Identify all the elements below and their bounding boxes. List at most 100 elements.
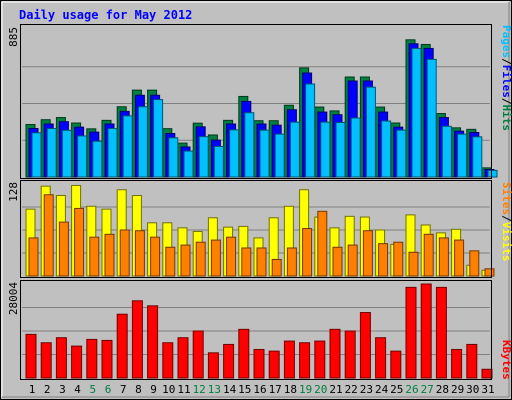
x-tick-label-12: 12: [193, 383, 206, 396]
kbytes-bar-2: [40, 342, 52, 379]
x-tick-label-31: 31: [481, 383, 494, 396]
sites-bar-22: [347, 244, 358, 277]
pages-bar-12: [198, 136, 209, 178]
x-tick-label-30: 30: [466, 383, 479, 396]
pages-bar-4: [77, 135, 88, 178]
pages-bar-7: [122, 115, 133, 178]
x-tick-label-18: 18: [284, 383, 297, 396]
pages-bar-1: [31, 132, 42, 178]
legend-files: Files: [500, 65, 512, 98]
sites-bar-13: [210, 239, 221, 277]
sites-bar-23: [362, 230, 373, 277]
hits-panel-legend: Pages/Files/Hits: [500, 25, 512, 131]
kbytes-bar-24: [375, 337, 387, 379]
sites-bar-24: [378, 243, 389, 277]
pages-bar-3: [61, 129, 72, 178]
visits-panel-legend: Sites/Visits: [500, 182, 512, 262]
x-tick-label-5: 5: [89, 383, 96, 396]
kbytes-bar-23: [359, 312, 371, 379]
kbytes-bar-9: [147, 305, 159, 379]
pages-bar-20: [320, 121, 331, 178]
x-tick-label-17: 17: [269, 383, 282, 396]
x-tick-label-2: 2: [44, 383, 51, 396]
pages-bar-23: [365, 86, 376, 178]
sites-bar-20: [317, 210, 328, 277]
kbytes-bar-17: [268, 350, 280, 379]
sites-bar-26: [408, 251, 419, 277]
x-tick-label-11: 11: [177, 383, 190, 396]
x-tick-label-21: 21: [329, 383, 342, 396]
kbytes-bar-4: [71, 345, 83, 379]
x-tick-label-1: 1: [29, 383, 36, 396]
x-axis-tick-labels: 1 2 3 4 5 6 7 8 9 10 11 12 13 14 15 16 17 18 19 20 21 22 23 24 2…: [29, 383, 495, 396]
sites-bar-16: [256, 247, 267, 277]
sites-bar-5: [89, 236, 100, 277]
x-tick-label-7: 7: [120, 383, 127, 396]
x-tick-label-4: 4: [74, 383, 81, 396]
pages-bar-29: [457, 133, 468, 178]
x-tick-label-15: 15: [238, 383, 251, 396]
kbytes-bar-26: [405, 286, 417, 379]
pages-bar-6: [107, 127, 118, 178]
x-tick-label-19: 19: [299, 383, 312, 396]
sites-bar-14: [226, 236, 237, 277]
kbytes-bar-22: [344, 330, 356, 379]
sites-bar-12: [195, 241, 206, 277]
x-tick-label-28: 28: [436, 383, 449, 396]
kbytes-bar-20: [314, 340, 326, 379]
legend-kbytes: KBytes: [500, 340, 512, 380]
kbytes-bar-11: [177, 337, 189, 379]
kbytes-panel-border: [20, 280, 492, 380]
hits-panel-border: [20, 24, 492, 179]
pages-bar-31: [487, 169, 498, 178]
pages-bar-2: [46, 127, 57, 178]
pages-bar-16: [259, 129, 270, 178]
sites-bar-9: [150, 236, 161, 277]
kbytes-bar-30: [466, 343, 478, 379]
sites-bar-21: [332, 246, 343, 277]
sites-bar-28: [438, 237, 449, 277]
legend-sep: /: [500, 58, 512, 65]
pages-bar-13: [213, 145, 224, 178]
x-tick-label-8: 8: [135, 383, 142, 396]
chart-title: Daily usage for May 2012: [19, 8, 192, 22]
pages-bar-30: [472, 136, 483, 178]
sites-bar-3: [58, 221, 69, 277]
sites-bar-30: [469, 250, 480, 277]
x-tick-label-23: 23: [360, 383, 373, 396]
legend-hits: Hits: [500, 105, 512, 132]
kbytes-bar-19: [299, 342, 311, 379]
pages-bar-9: [153, 99, 164, 178]
kbytes-panel-legend: KBytes: [500, 340, 512, 380]
sites-bar-15: [241, 247, 252, 277]
kbytes-bar-16: [253, 348, 265, 379]
pages-bar-5: [92, 140, 103, 178]
sites-bar-17: [271, 258, 282, 277]
kbytes-bar-7: [116, 313, 128, 379]
x-tick-label-9: 9: [150, 383, 157, 396]
pages-bar-11: [183, 150, 194, 178]
visits-panel-border: [20, 180, 492, 278]
pages-bar-28: [441, 125, 452, 178]
kbytes-bar-18: [283, 340, 295, 379]
kbytes-bar-29: [451, 348, 463, 379]
kbytes-bar-13: [207, 352, 219, 379]
kbytes-bar-27: [420, 283, 432, 379]
kbytes-bar-31: [481, 368, 493, 379]
pages-bar-19: [305, 83, 316, 178]
sites-bar-4: [74, 207, 85, 277]
pages-bar-10: [168, 137, 179, 178]
kbytes-bar-10: [162, 342, 174, 379]
pages-bar-24: [381, 120, 392, 178]
x-tick-label-6: 6: [105, 383, 112, 396]
sites-bar-10: [165, 246, 176, 277]
sites-bar-29: [454, 239, 465, 277]
x-tick-label-24: 24: [375, 383, 389, 396]
pages-bar-14: [229, 129, 240, 178]
legend-sep: /: [500, 215, 512, 222]
sites-bar-6: [104, 233, 115, 277]
pages-bar-17: [274, 133, 285, 178]
x-tick-label-29: 29: [451, 383, 464, 396]
bar-marks: [25, 39, 498, 379]
